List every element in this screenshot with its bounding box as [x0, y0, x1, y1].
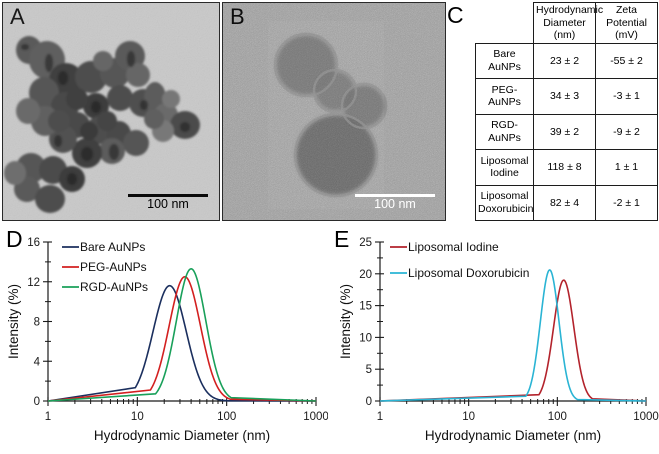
legend-label-liposomal-iodine: Liposomal Iodine	[408, 240, 499, 254]
panel-b-scalebar-label: 100 nm	[374, 197, 416, 211]
panel-c-letter: C	[447, 2, 464, 28]
cell-zeta: -55 ± 2	[595, 42, 658, 79]
panel-e-letter: E	[334, 226, 350, 252]
header-line: Diameter	[543, 16, 586, 29]
header-line: Hydrodynamic	[536, 4, 604, 16]
y-tick-label: 25	[359, 237, 372, 249]
legend-label-bare-aunps: Bare AuNPs	[80, 240, 145, 254]
table-corner-cell	[475, 2, 534, 44]
row-label-rgd-aunps: RGD-AuNPs	[475, 113, 534, 150]
panel-b-scalebar-line	[355, 194, 435, 197]
x-tick-label: 1	[45, 411, 51, 423]
y-axis-title: Intensity (%)	[6, 284, 21, 359]
column-header-zeta-potential: Zeta Potential (mV)	[595, 2, 658, 44]
y-tick-label: 20	[359, 269, 372, 281]
tem-b-liposomes	[273, 32, 388, 198]
cell-diameter: 118 ± 8	[533, 149, 596, 186]
series-curve-bare-aunps	[47, 284, 317, 402]
nanoparticle-properties-table: Hydrodynamic Diameter (nm) Zeta Potentia…	[475, 2, 658, 221]
x-tick-label: 1	[377, 411, 383, 423]
cell-diameter: 34 ± 3	[533, 78, 596, 115]
column-header-hydrodynamic-diameter: Hydrodynamic Diameter (nm)	[533, 2, 604, 44]
x-tick-label: 10	[131, 411, 144, 423]
table-row: PEG-AuNPs 34 ± 3 -3 ± 1	[475, 78, 658, 115]
table-row: Bare AuNPs 23 ± 2 -55 ± 2	[475, 42, 658, 79]
row-label-liposomal-doxorubicin: Liposomal Doxorubicin	[475, 184, 534, 221]
series-curve-liposomal-doxorubicin	[379, 269, 647, 402]
panel-b-scalebar: 100 nm	[355, 194, 435, 211]
legend-label-liposomal-doxorubicin: Liposomal Doxorubicin	[408, 266, 529, 280]
x-tick-label: 100	[217, 411, 236, 423]
table-row: RGD-AuNPs 39 ± 2 -9 ± 2	[475, 113, 658, 150]
table-row: Liposomal Doxorubicin 82 ± 4 -2 ± 1	[475, 184, 658, 221]
x-tick-label: 100	[548, 411, 567, 423]
panel-b-tem-image: B 100 nm	[222, 2, 446, 221]
y-tick-label: 8	[34, 317, 40, 329]
series-curve-liposomal-iodine	[379, 279, 647, 402]
row-label-liposomal-iodine: Liposomal Iodine	[475, 149, 534, 186]
table-row: Liposomal Iodine 118 ± 8 1 ± 1	[475, 149, 658, 186]
y-tick-label: 0	[366, 396, 372, 408]
x-tick-label: 1000	[633, 411, 659, 423]
header-line: Potential	[606, 16, 647, 29]
row-label-line: Liposomal	[480, 154, 529, 167]
cell-diameter: 82 ± 4	[533, 184, 596, 221]
panel-e-chart: E 0 5 10 15 20 25 1 10 100 1000 Hydrodynamic Diame…	[328, 225, 659, 454]
y-tick-label: 0	[34, 396, 40, 408]
cell-zeta: -2 ± 1	[595, 184, 658, 221]
y-axis-title: Intensity (%)	[338, 284, 353, 359]
row-label-peg-aunps: PEG-AuNPs	[475, 78, 534, 115]
x-tick-label: 10	[462, 411, 475, 423]
panel-a-tem-image: A	[2, 2, 220, 221]
panel-c-table-container: C Hydrodynamic Diameter (nm) Zeta Potent…	[447, 2, 658, 221]
cell-zeta: -9 ± 2	[595, 113, 658, 150]
legend-label-peg-aunps: PEG-AuNPs	[80, 260, 147, 274]
y-tick-label: 10	[359, 332, 372, 344]
cell-zeta: 1 ± 1	[595, 149, 658, 186]
panel-a-scalebar: 100 nm	[128, 194, 208, 211]
cell-diameter: 23 ± 2	[533, 42, 596, 79]
panel-e-dls-plot: 0 5 10 15 20 25 1 10 100 1000 Hydrodynamic Diamete…	[338, 237, 659, 443]
series-curve-peg-aunps	[47, 275, 317, 402]
y-tick-label: 5	[366, 364, 372, 376]
y-tick-label: 15	[359, 301, 372, 313]
y-tick-label: 16	[27, 237, 40, 249]
legend-label-rgd-aunps: RGD-AuNPs	[80, 280, 148, 294]
panel-a-scalebar-label: 100 nm	[147, 197, 189, 211]
header-line: (mV)	[615, 29, 638, 41]
x-tick-label: 1000	[303, 411, 328, 423]
y-tick-label: 4	[34, 356, 41, 368]
row-label-line: Doxorubicin	[478, 202, 534, 215]
cell-diameter: 39 ± 2	[533, 113, 596, 150]
row-label-line: Iodine	[490, 167, 519, 180]
cell-zeta: -3 ± 1	[595, 78, 658, 115]
row-label-bare-aunps: Bare AuNPs	[475, 42, 534, 79]
tem-a-nanoparticles	[4, 36, 200, 213]
x-axis-title: Hydrodynamic Diameter (nm)	[94, 428, 270, 443]
header-line: Zeta	[615, 4, 637, 16]
panel-d-dls-plot: 0 4 8 12 16 1 10 100 1000 Hydrodynamic Diameter (…	[6, 237, 328, 443]
x-axis-title: Hydrodynamic Diameter (nm)	[425, 428, 601, 443]
panel-a-scalebar-line	[128, 194, 208, 197]
panel-a-letter: A	[10, 4, 25, 29]
y-tick-label: 12	[27, 277, 40, 289]
panel-b-letter: B	[230, 4, 245, 29]
panel-d-chart: D 0 4 8 12 16 1 10 100 1000 Hydrodynamic Diameter…	[0, 225, 328, 454]
header-line: (nm)	[553, 29, 576, 41]
panel-d-letter: D	[6, 226, 23, 252]
row-label-line: Liposomal	[480, 190, 529, 203]
table-header-row: Hydrodynamic Diameter (nm) Zeta Potentia…	[475, 2, 658, 44]
series-curve-rgd-aunps	[47, 268, 317, 402]
